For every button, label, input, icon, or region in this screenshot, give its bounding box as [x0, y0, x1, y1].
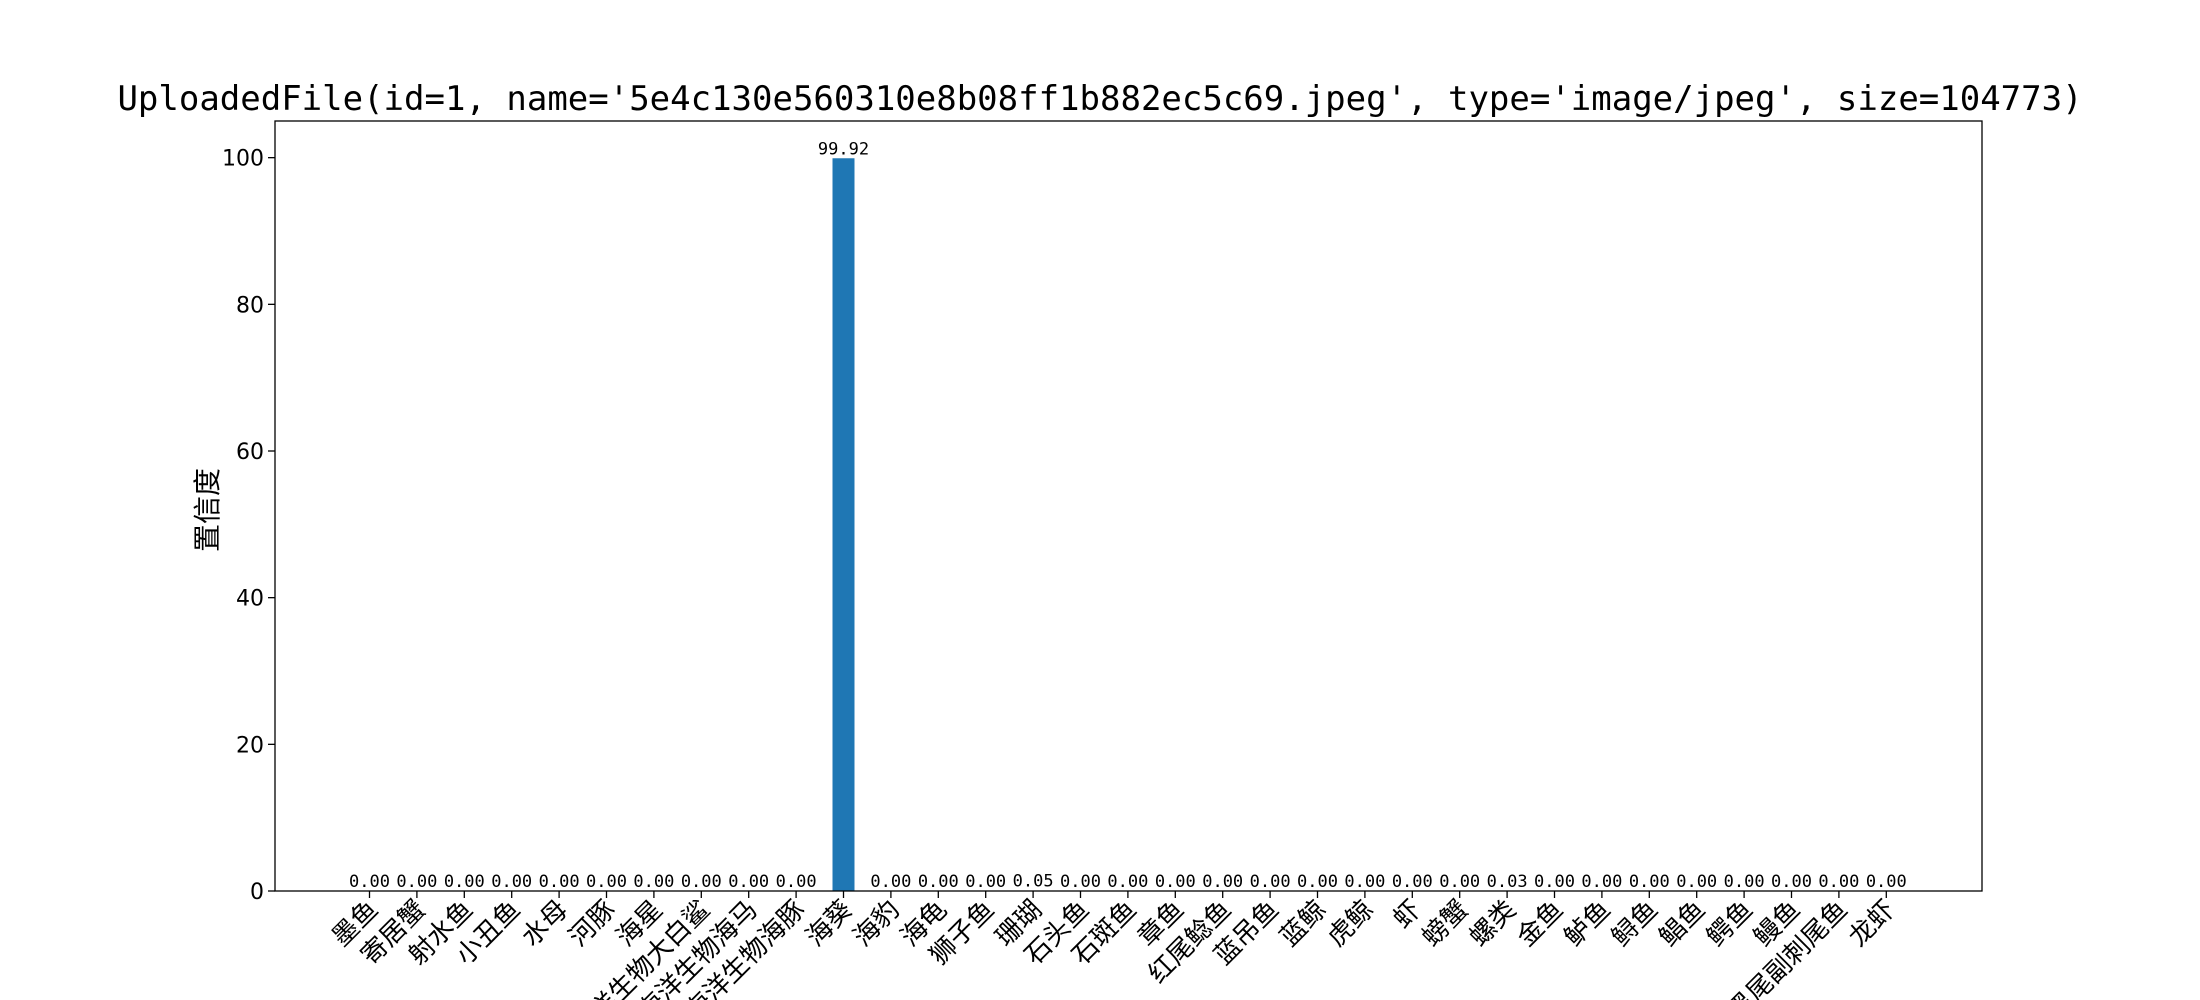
data-label: 0.00 — [728, 872, 769, 892]
plot-frame — [274, 120, 1983, 892]
data-label: 0.03 — [1487, 872, 1528, 892]
data-label: 0.00 — [965, 872, 1006, 892]
data-labels-layer: 0.00 0.00 0.00 0.00 0.00 0.00 0.00 0.00 0.00 0.00… — [349, 139, 1907, 892]
y-tick-label: 60 — [236, 440, 264, 465]
x-tick-label: 龙虾 — [1843, 895, 1901, 953]
data-label: 0.00 — [586, 872, 627, 892]
data-label: 0.00 — [1155, 872, 1196, 892]
y-tick-label: 100 — [222, 147, 264, 172]
data-label: 0.00 — [1581, 872, 1622, 892]
data-label: 0.00 — [1297, 872, 1338, 892]
data-label: 0.00 — [1202, 872, 1243, 892]
data-label: 0.00 — [1818, 872, 1859, 892]
data-label: 0.00 — [1250, 872, 1291, 892]
data-label: 0.00 — [681, 872, 722, 892]
x-tick-label: 金鱼 — [1511, 895, 1569, 953]
data-label: 0.00 — [1866, 872, 1907, 892]
x-tick-label: 海葵 — [800, 895, 858, 953]
y-axis: 0 20 40 60 80 100 — [222, 147, 275, 905]
x-tick-label: 水母 — [516, 895, 574, 953]
data-label: 0.00 — [633, 872, 674, 892]
x-tick-label: 河豚 — [563, 895, 621, 953]
x-tick-label: 虎鲸 — [1322, 895, 1380, 953]
data-label: 0.00 — [491, 872, 532, 892]
x-tick-label: 海豹 — [848, 895, 906, 953]
data-label: 0.00 — [918, 872, 959, 892]
x-tick-label: 螺类 — [1464, 895, 1522, 953]
data-label: 0.00 — [1060, 872, 1101, 892]
data-label: 0.00 — [349, 872, 390, 892]
bars-layer — [832, 158, 1519, 892]
data-label: 0.00 — [1676, 872, 1717, 892]
data-label: 0.00 — [1344, 872, 1385, 892]
y-tick-label: 80 — [236, 293, 264, 318]
bar — [832, 158, 855, 892]
y-tick-label: 0 — [250, 880, 264, 905]
data-label: 0.00 — [396, 872, 437, 892]
x-tick-label: 蓝鲸 — [1274, 895, 1332, 953]
x-tick-label: 鲈鱼 — [1559, 895, 1617, 953]
x-axis: 墨鱼寄居蟹射水鱼小丑鱼水母河豚海星海洋生物大白鲨海洋生物海马海洋生物海豚海葵海豹… — [326, 891, 1901, 1000]
data-label: 0.00 — [444, 872, 485, 892]
x-tick-label: 螃蟹 — [1417, 895, 1475, 953]
data-label: 0.00 — [1534, 872, 1575, 892]
y-tick-label: 40 — [236, 587, 264, 612]
data-label: 0.00 — [1439, 872, 1480, 892]
data-label: 0.00 — [1107, 872, 1148, 892]
x-tick-label: 鲟鱼 — [1606, 895, 1664, 953]
y-tick-label: 20 — [236, 733, 264, 758]
x-tick-label: 鲳鱼 — [1654, 895, 1712, 953]
chart-title: UploadedFile(id=1, name='5e4c130e560310e… — [117, 79, 2082, 119]
data-label: 0.00 — [776, 872, 817, 892]
data-label: 0.00 — [1629, 872, 1670, 892]
data-label: 0.00 — [539, 872, 580, 892]
y-axis-label: 置信度 — [191, 468, 224, 552]
data-label: 0.05 — [1013, 872, 1054, 892]
data-label: 99.92 — [818, 139, 869, 159]
data-label: 0.00 — [1771, 872, 1812, 892]
data-label: 0.00 — [870, 872, 911, 892]
x-tick-label: 鳄鱼 — [1701, 895, 1759, 953]
data-label: 0.00 — [1724, 872, 1765, 892]
data-label: 0.00 — [1392, 872, 1433, 892]
